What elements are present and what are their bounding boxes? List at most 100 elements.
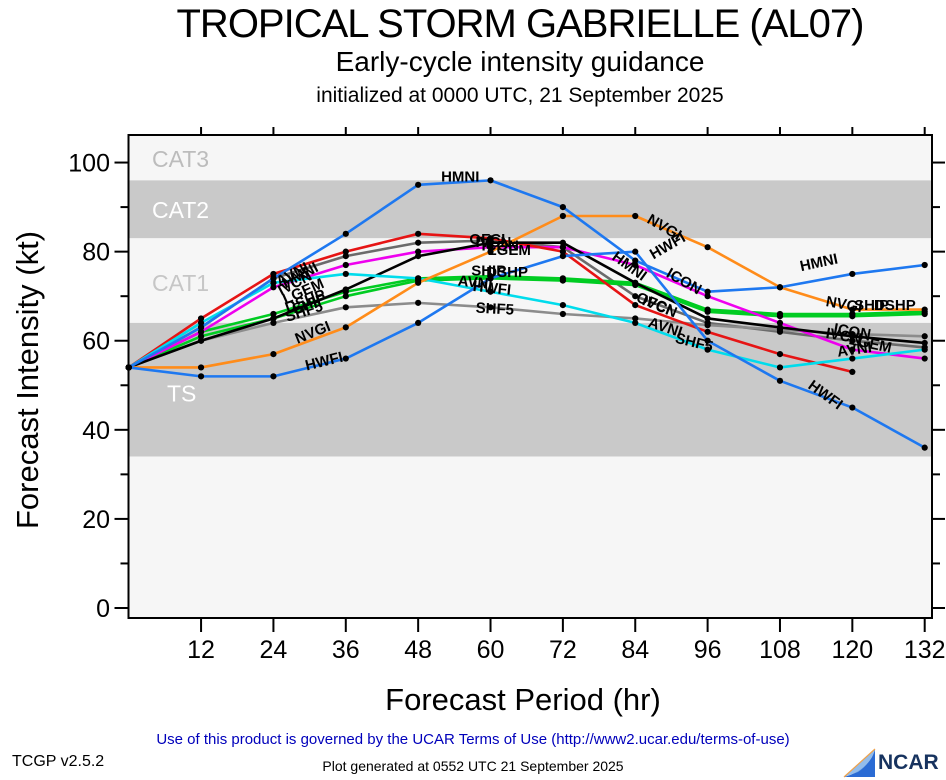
point-HWFI-48h	[415, 319, 422, 327]
init-time-line: initialized at 0000 UTC, 21 September 20…	[316, 84, 724, 107]
point-ICON-132h	[921, 339, 928, 347]
point-AVNI-72h	[559, 301, 566, 309]
series-line-SHF5	[128, 301, 925, 369]
point-NVGI-12h	[197, 364, 205, 371]
point-HWFI-108h	[776, 377, 784, 384]
point-LGEM-108h	[776, 319, 784, 327]
point-OFCI-84h	[632, 301, 639, 309]
point-HMNI-36h	[342, 230, 349, 237]
point-HWFI-60h	[487, 275, 494, 282]
point-HWFI-12h	[197, 373, 205, 380]
point-HMNI-12h	[197, 324, 205, 331]
y-tick-label-80: 80	[82, 239, 110, 267]
y-tick-label-60: 60	[82, 328, 110, 356]
point-DSHP-120h	[849, 313, 856, 320]
point-SHF5-36h	[342, 304, 349, 311]
y-tick-label-0: 0	[96, 595, 110, 623]
point-HWFI-24h	[270, 373, 277, 380]
point-LGEM-60h	[487, 244, 494, 251]
series-line-NVGI	[128, 214, 925, 369]
point-NVGI-120h	[849, 306, 856, 313]
point-SHF5-60h	[487, 304, 494, 311]
y-tick-label-20: 20	[82, 506, 110, 534]
point-HMNI-108h	[776, 284, 784, 291]
point-NVGI-96h	[704, 244, 711, 251]
point-AVNI-132h	[921, 346, 928, 353]
point-HMNI-60h	[487, 177, 494, 184]
point-AVNI-108h	[776, 364, 784, 371]
point-ICON-84h	[632, 279, 639, 286]
point-NVGI-132h	[921, 306, 928, 313]
x-tick-label-24: 24	[260, 636, 288, 664]
band-below-ts	[128, 456, 932, 618]
point-DSHP-108h	[776, 313, 784, 320]
point-HMNI-96h	[704, 288, 711, 295]
point-HMNI-84h	[632, 257, 639, 264]
plot-generated-label: Plot generated at 0552 UTC 21 September …	[322, 758, 624, 774]
line-label-ICON: ICON	[481, 238, 518, 255]
x-tick-label-84: 84	[621, 636, 649, 664]
line-label-DSHP: DSHP	[874, 297, 916, 314]
x-tick-label-60: 60	[477, 636, 505, 664]
point-ICON-36h	[342, 286, 349, 293]
line-label-AVNI: AVNI	[457, 273, 493, 294]
series-line-HMNI	[128, 179, 925, 369]
point-HMNI-48h	[415, 181, 422, 188]
point-LGEM-36h	[342, 261, 349, 269]
ncar-logo-swoosh-icon	[843, 748, 876, 778]
line-label-NVGI: NVGI	[825, 293, 864, 316]
point-ICON-72h	[559, 239, 566, 246]
point-ICON-24h	[270, 315, 277, 322]
x-tick-label-36: 36	[332, 636, 360, 664]
band-TS	[128, 322, 932, 457]
point-DSHP-96h	[704, 308, 711, 315]
line-label-IVCN: IVCN	[825, 325, 863, 348]
point-ICON-60h	[487, 239, 494, 246]
point-SHF5-48h	[415, 299, 422, 306]
point-HWFI-84h	[632, 248, 639, 255]
line-label-SHF5: SHF5	[475, 300, 514, 319]
x-tick-label-72: 72	[549, 636, 577, 664]
point-SHF5-72h	[559, 310, 566, 318]
point-OFCI-36h	[342, 248, 349, 255]
x-tick-label-120: 120	[831, 636, 873, 664]
y-tick-label-100: 100	[68, 150, 110, 178]
point-DSHP-72h	[559, 277, 566, 284]
point-SHF5-24h	[270, 319, 277, 327]
line-label-HWFI: HWFI	[472, 278, 512, 299]
point-NVGI-60h	[487, 248, 494, 255]
band-label-TS: TS	[167, 380, 196, 406]
x-tick-label-96: 96	[694, 636, 722, 664]
series-line-ICON	[128, 241, 925, 369]
page-title: TROPICAL STORM GABRIELLE (AL07)	[176, 2, 865, 46]
x-tick-label-48: 48	[404, 636, 432, 664]
point-HMNI-72h	[559, 203, 566, 211]
point-DSHP-36h	[342, 293, 349, 300]
point-ICON-12h	[197, 337, 205, 344]
point-AVNI-12h	[197, 319, 205, 327]
band-CAT2	[128, 180, 932, 239]
band-label-CAT3: CAT3	[152, 146, 209, 172]
ncar-logo-text: NCAR	[878, 751, 939, 774]
point-NVGI-84h	[632, 212, 639, 220]
band-label-CAT1: CAT1	[152, 270, 209, 296]
point-OFCI-12h	[197, 315, 205, 322]
point-AVNI-60h	[487, 288, 494, 295]
point-OFCI-120h	[849, 368, 856, 376]
point-ICON-108h	[776, 324, 784, 331]
x-tick-label-108: 108	[759, 636, 801, 664]
point-IVCN-48h	[415, 239, 422, 246]
point-AVNI-36h	[342, 270, 349, 278]
line-label-OFCI: OFCI	[469, 231, 505, 248]
point-LGEM-132h	[921, 355, 928, 362]
point-LGEM-96h	[704, 293, 711, 300]
terms-of-use-link[interactable]: Use of this product is governed by the U…	[156, 731, 790, 748]
point-HWFI-36h	[342, 355, 349, 362]
point-NVGI-24h	[270, 350, 277, 358]
point-OFCI-108h	[776, 350, 784, 358]
point-HMNI-120h	[849, 270, 856, 278]
point-ICON-96h	[704, 315, 711, 322]
point-HMNI-132h	[921, 261, 928, 269]
